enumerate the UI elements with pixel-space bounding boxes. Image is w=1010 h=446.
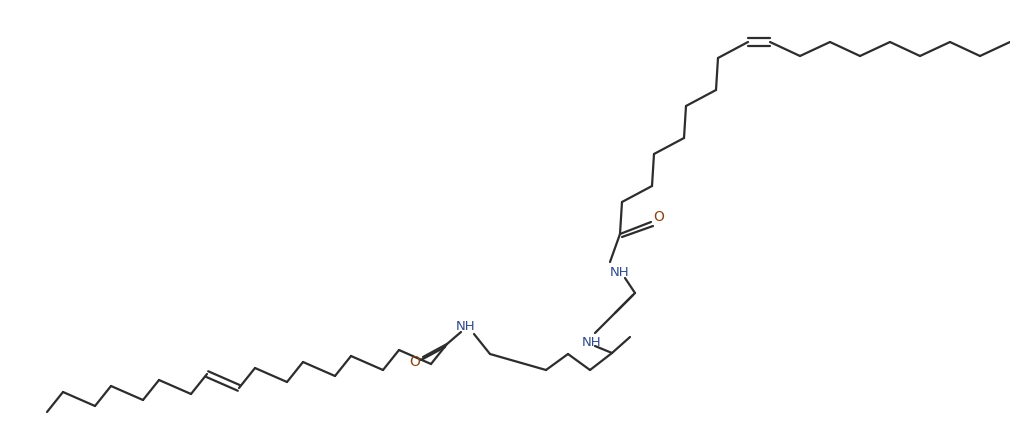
Text: NH: NH bbox=[610, 267, 630, 280]
Text: NH: NH bbox=[582, 335, 602, 348]
Text: NH: NH bbox=[457, 321, 476, 334]
Text: O: O bbox=[410, 355, 420, 369]
Text: O: O bbox=[653, 210, 665, 224]
